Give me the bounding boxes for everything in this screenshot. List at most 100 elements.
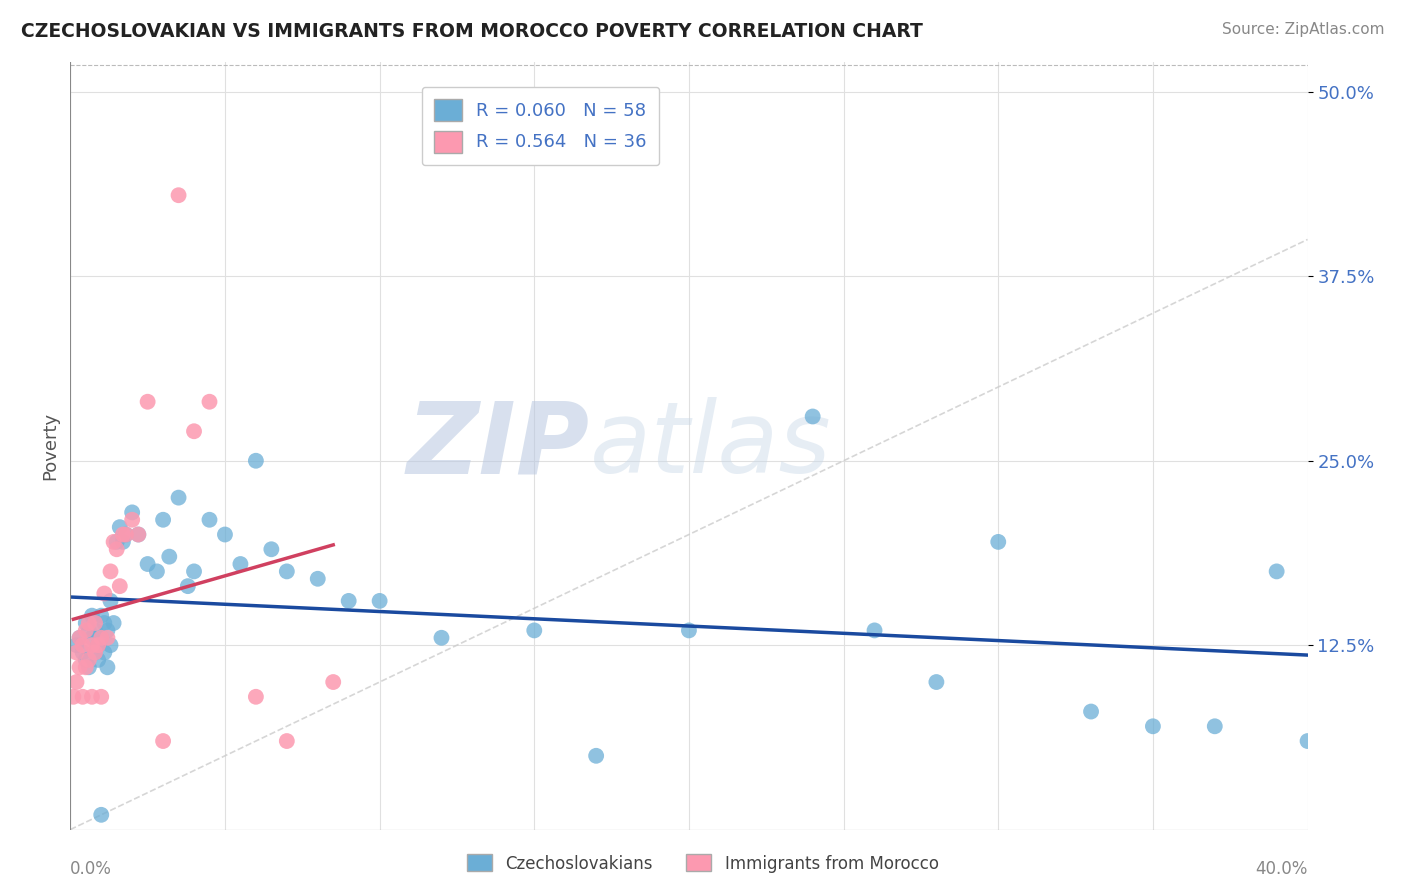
- Point: [198, 394, 221, 409]
- Point: [65, 638, 87, 652]
- Point: [276, 734, 298, 748]
- Point: [93, 646, 115, 660]
- Point: [80, 608, 103, 623]
- Legend: Czechoslovakians, Immigrants from Morocco: Czechoslovakians, Immigrants from Morocc…: [461, 847, 945, 880]
- Point: [75, 624, 97, 638]
- Point: [87, 638, 110, 652]
- Text: atlas: atlas: [591, 398, 831, 494]
- Point: [90, 608, 112, 623]
- Point: [62, 690, 84, 704]
- Point: [183, 565, 205, 579]
- Point: [678, 624, 700, 638]
- Point: [87, 638, 110, 652]
- Point: [136, 557, 159, 571]
- Point: [115, 527, 138, 541]
- Point: [1080, 705, 1102, 719]
- Point: [93, 586, 115, 600]
- Point: [111, 527, 134, 541]
- Text: Source: ZipAtlas.com: Source: ZipAtlas.com: [1222, 22, 1385, 37]
- Point: [93, 615, 115, 630]
- Point: [108, 579, 131, 593]
- Point: [77, 615, 100, 630]
- Point: [100, 638, 122, 652]
- Point: [152, 513, 174, 527]
- Point: [100, 594, 122, 608]
- Point: [72, 638, 94, 652]
- Point: [260, 542, 283, 557]
- Y-axis label: Poverty: Poverty: [41, 412, 59, 480]
- Point: [136, 394, 159, 409]
- Point: [987, 535, 1010, 549]
- Point: [111, 535, 134, 549]
- Point: [127, 527, 149, 541]
- Point: [1142, 719, 1164, 733]
- Text: 40.0%: 40.0%: [1256, 860, 1308, 879]
- Point: [337, 594, 360, 608]
- Point: [77, 653, 100, 667]
- Point: [198, 513, 221, 527]
- Point: [1204, 719, 1226, 733]
- Point: [167, 491, 190, 505]
- Point: [177, 579, 200, 593]
- Text: CZECHOSLOVAKIAN VS IMMIGRANTS FROM MOROCCO POVERTY CORRELATION CHART: CZECHOSLOVAKIAN VS IMMIGRANTS FROM MOROC…: [21, 22, 922, 41]
- Point: [103, 535, 125, 549]
- Point: [65, 675, 87, 690]
- Point: [75, 660, 97, 674]
- Point: [183, 424, 205, 438]
- Point: [80, 638, 103, 652]
- Point: [276, 565, 298, 579]
- Point: [801, 409, 824, 424]
- Point: [127, 527, 149, 541]
- Point: [90, 631, 112, 645]
- Point: [69, 631, 91, 645]
- Point: [90, 690, 112, 704]
- Point: [307, 572, 329, 586]
- Point: [80, 690, 103, 704]
- Point: [430, 631, 453, 645]
- Point: [157, 549, 180, 564]
- Point: [105, 535, 128, 549]
- Point: [108, 520, 131, 534]
- Point: [96, 660, 118, 674]
- Point: [229, 557, 252, 571]
- Point: [368, 594, 391, 608]
- Point: [69, 631, 91, 645]
- Point: [100, 565, 122, 579]
- Point: [1265, 565, 1288, 579]
- Text: ZIP: ZIP: [406, 398, 591, 494]
- Point: [214, 527, 236, 541]
- Point: [245, 690, 267, 704]
- Point: [84, 624, 107, 638]
- Point: [121, 513, 143, 527]
- Point: [75, 615, 97, 630]
- Point: [115, 527, 138, 541]
- Point: [585, 748, 607, 763]
- Point: [75, 653, 97, 667]
- Point: [87, 653, 110, 667]
- Point: [96, 631, 118, 645]
- Point: [84, 646, 107, 660]
- Point: [77, 660, 100, 674]
- Point: [84, 646, 107, 660]
- Point: [72, 646, 94, 660]
- Point: [90, 631, 112, 645]
- Point: [245, 454, 267, 468]
- Point: [72, 690, 94, 704]
- Point: [863, 624, 886, 638]
- Point: [167, 188, 190, 202]
- Point: [77, 624, 100, 638]
- Point: [65, 646, 87, 660]
- Point: [322, 675, 344, 690]
- Point: [69, 660, 91, 674]
- Text: 0.0%: 0.0%: [70, 860, 112, 879]
- Point: [925, 675, 948, 690]
- Point: [1296, 734, 1319, 748]
- Point: [103, 615, 125, 630]
- Point: [121, 505, 143, 519]
- Point: [523, 624, 546, 638]
- Point: [80, 631, 103, 645]
- Legend: R = 0.060   N = 58, R = 0.564   N = 36: R = 0.060 N = 58, R = 0.564 N = 36: [422, 87, 659, 165]
- Point: [84, 615, 107, 630]
- Point: [96, 624, 118, 638]
- Point: [152, 734, 174, 748]
